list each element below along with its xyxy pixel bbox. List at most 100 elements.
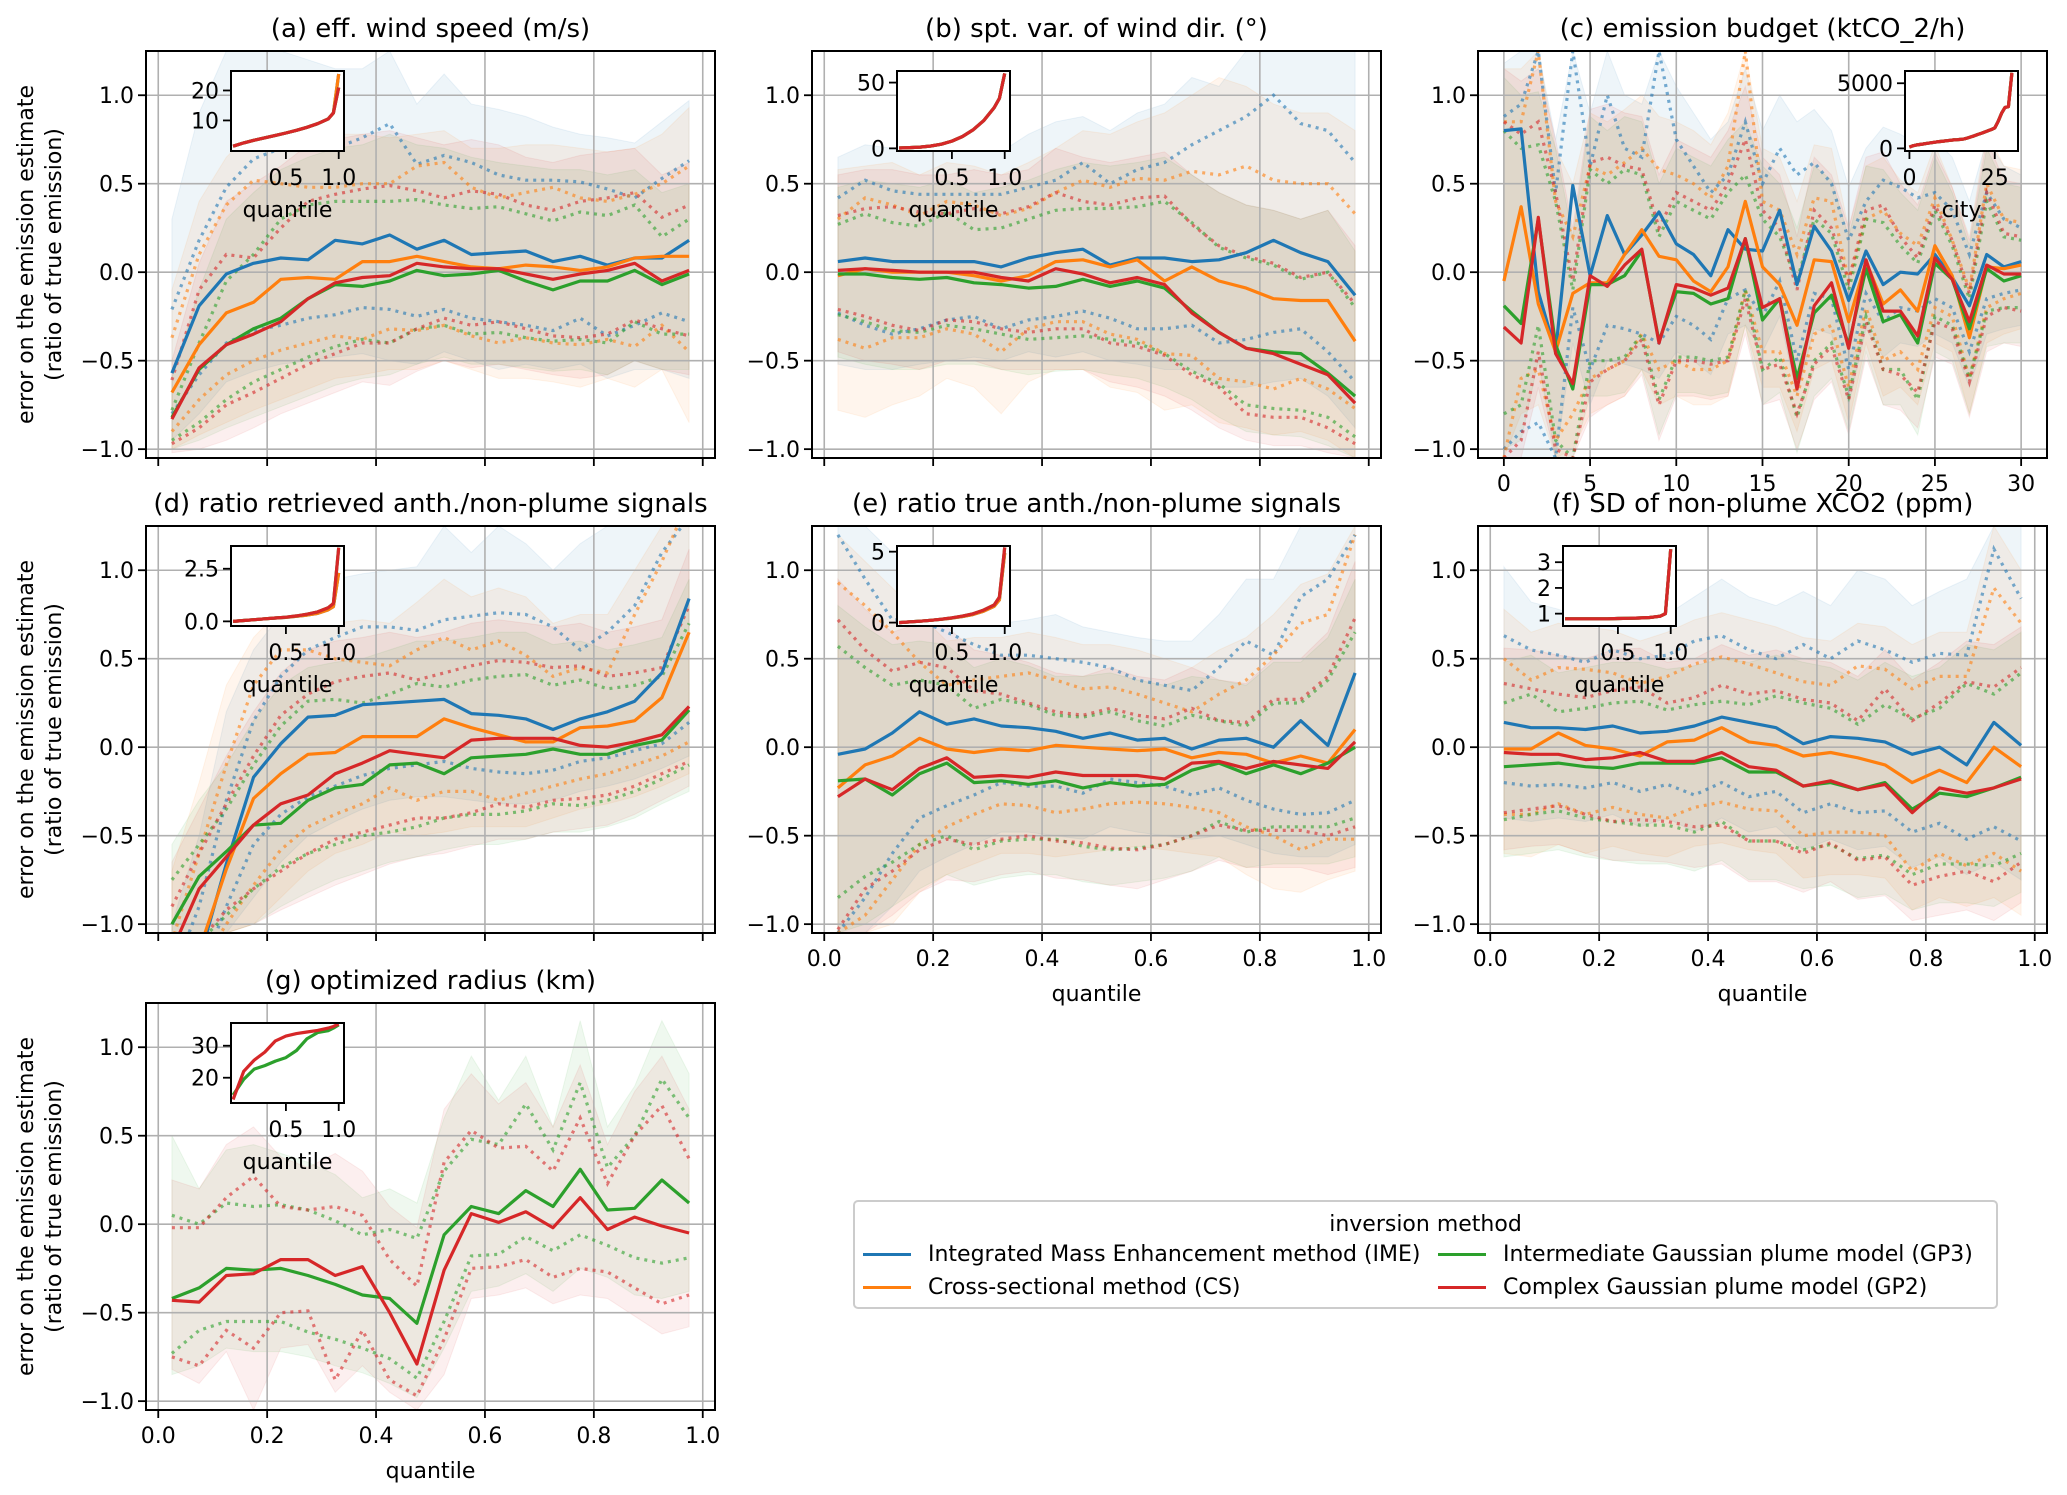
x-axis-label: quantile xyxy=(1718,982,1808,1007)
inset-frame xyxy=(230,70,345,152)
band-cs xyxy=(837,526,1356,933)
inset-plot-area xyxy=(1908,72,2014,149)
band-gp3 xyxy=(837,578,1356,933)
axes-frame xyxy=(1477,525,2048,934)
panel-c: 0 5 10 15 20 25 30 −1.0 −0.5 0.0 0.5 1.0 (c) emissio… xyxy=(1413,14,2048,497)
x-tick-label: 15 xyxy=(1749,472,1777,497)
quantile-line-lower-gp2 xyxy=(836,823,1356,931)
inset-x-axis-label: quantile xyxy=(909,198,999,223)
panel-g: 0.0 0.2 0.4 0.6 0.8 1.0 −1.0 −0.5 0.0 0.5 1.0 (g) o… xyxy=(14,966,720,1484)
inset-x-tick-label: 25 xyxy=(1981,166,2009,191)
panel-title: (d) ratio retrieved anth./non-plume sign… xyxy=(153,489,707,519)
inset-x-tick-label: 0.5 xyxy=(934,641,969,666)
quantile-line-lower-gp2 xyxy=(171,316,690,446)
x-tick-label: 0.8 xyxy=(1242,947,1277,972)
inset-background xyxy=(231,546,344,626)
y-tick-label: −1.0 xyxy=(747,913,800,938)
x-tick-label: 0.4 xyxy=(359,1424,394,1449)
y-tick-label: −0.5 xyxy=(747,825,800,850)
y-tick-label: −0.5 xyxy=(81,825,134,850)
legend-handle-cs xyxy=(863,1285,911,1289)
y-tick-label: 1.0 xyxy=(765,559,800,584)
x-tick-label: 1.0 xyxy=(2017,947,2052,972)
quantile-line-upper-gp2 xyxy=(170,183,690,381)
y-tick-label: 1.0 xyxy=(99,559,134,584)
inset-frame xyxy=(896,545,1011,627)
inset-line-gp2 xyxy=(231,1023,340,1101)
x-tick-label: 0.0 xyxy=(1473,947,1508,972)
x-tick-label: 1.0 xyxy=(685,1424,720,1449)
x-tick-label: 0 xyxy=(1497,472,1511,497)
quantile-line-upper-cs xyxy=(836,534,1357,714)
y-tick-label: 0.0 xyxy=(99,736,134,761)
quantile-line-upper-cs xyxy=(1502,584,2023,691)
median-line-ime xyxy=(204,598,691,933)
legend-entry-gp3: Intermediate Gaussian plume model (GP3) xyxy=(1438,1239,1973,1269)
inset-c: 0 25 0 5000 city xyxy=(1837,70,2019,223)
inset-x-tick-label: 0.5 xyxy=(268,166,303,191)
y-tick-label: −1.0 xyxy=(747,438,800,463)
band-gp2 xyxy=(837,147,1356,458)
inset-y-tick-label: 30 xyxy=(191,1035,219,1060)
quantile-line-upper-gp3 xyxy=(170,197,690,411)
y-tick-label: 0.0 xyxy=(99,261,134,286)
band-gp3 xyxy=(171,1019,690,1399)
median-line-gp2 xyxy=(177,705,691,933)
quantile-line-lower-gp3 xyxy=(1503,289,2022,458)
inset-frame xyxy=(1904,70,2019,152)
axes-frame xyxy=(811,525,1382,934)
inset-y-tick-label: 0 xyxy=(871,612,885,637)
x-tick-label: 0.4 xyxy=(1691,947,1726,972)
x-tick-label: 0.8 xyxy=(576,1424,611,1449)
quantile-line-upper-gp3 xyxy=(170,622,691,881)
quantile-line-lower-gp3 xyxy=(837,313,1357,439)
inset-y-tick-label: 0.0 xyxy=(184,610,219,635)
inset-y-tick-label: 2.5 xyxy=(184,558,219,583)
inset-x-tick-label: 0.5 xyxy=(1600,641,1635,666)
panel-d: −1.0 −0.5 0.0 0.5 1.0 (d) ratio retrieved ant… xyxy=(14,489,716,941)
inset-x-tick-label: 0.5 xyxy=(934,166,969,191)
panel-title: (g) optimized radius (km) xyxy=(265,966,596,996)
inset-x-axis-label: quantile xyxy=(1575,673,1665,698)
quantile-line-upper-cs xyxy=(170,160,690,339)
inset-x-tick-label: 1.0 xyxy=(987,166,1022,191)
quantile-line-lower-cs xyxy=(1503,800,2022,874)
inset-frame xyxy=(1562,545,1677,627)
quantile-line-lower-gp2 xyxy=(837,307,1356,446)
legend-label-ime: Integrated Mass Enhancement method (IME) xyxy=(928,1241,1421,1267)
median-line-gp2 xyxy=(837,740,1357,799)
median-line-gp2 xyxy=(1503,750,2022,815)
x-tick-label: 0.6 xyxy=(467,1424,502,1449)
quantile-line-lower-cs xyxy=(219,740,690,933)
inset-x-axis-label: quantile xyxy=(243,673,333,698)
y-axis-label: error on the emission estimate xyxy=(14,1037,39,1376)
plot-area xyxy=(146,526,715,933)
plot-area xyxy=(812,526,1381,933)
quantile-line-upper-ime xyxy=(170,121,690,310)
median-line-gp2 xyxy=(837,267,1357,405)
quantile-line-upper-gp3 xyxy=(837,199,1357,309)
inset-plot-area xyxy=(232,73,341,148)
inset-background xyxy=(231,71,344,151)
y-tick-label: 0.0 xyxy=(99,1213,134,1238)
inset-line-gp2 xyxy=(232,87,341,148)
inset-a: 0.5 1.0 10 20 quantile xyxy=(191,70,356,223)
plot-area xyxy=(812,51,1381,458)
y-axis-label: error on the emission estimate xyxy=(14,85,39,424)
median-line-gp2 xyxy=(1502,215,2022,391)
inset-plot-area xyxy=(898,547,1007,625)
x-axis-label: quantile xyxy=(386,1459,476,1484)
y-tick-label: 0.0 xyxy=(765,736,800,761)
inset-y-tick-label: 5 xyxy=(871,541,885,566)
x-tick-label: 20 xyxy=(1835,472,1863,497)
axes-frame xyxy=(145,1002,716,1411)
panel-e: 0.0 0.2 0.4 0.6 0.8 1.0 −1.0 −0.5 0.0 0.5 1.0 (e) r… xyxy=(747,489,1387,1007)
band-cs xyxy=(1503,526,2022,917)
y-tick-label: −1.0 xyxy=(1413,438,1466,463)
median-line-cs xyxy=(1503,726,2023,785)
x-tick-label: 0.0 xyxy=(807,947,842,972)
x-tick-label: 25 xyxy=(1921,472,1949,497)
quantile-line-lower-gp2 xyxy=(171,1257,690,1399)
panel-title: (c) emission budget (ktCO_2/h) xyxy=(1560,14,1966,44)
inset-x-tick-label: 1.0 xyxy=(321,641,356,666)
